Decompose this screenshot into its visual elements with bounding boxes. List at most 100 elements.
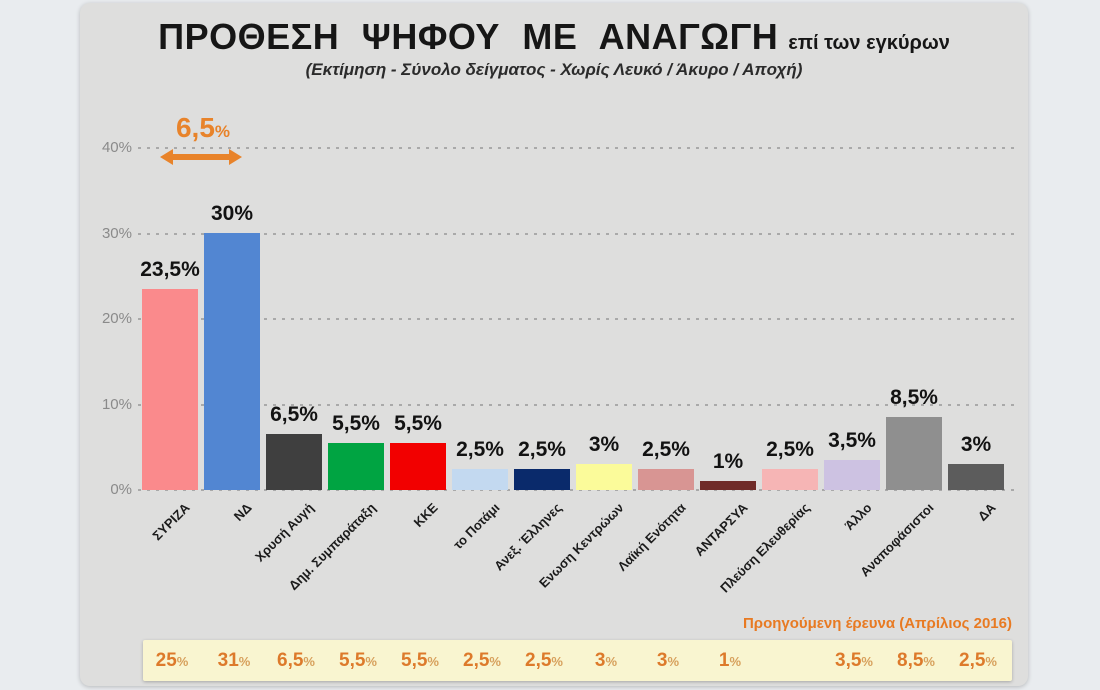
bar-6 <box>514 469 570 490</box>
bar-0 <box>142 289 198 490</box>
gridline-40 <box>138 147 1014 149</box>
prev-number: 25 <box>155 650 177 671</box>
x-label-4: ΚΚΕ <box>410 500 441 531</box>
prev-percent-sign: % <box>729 654 742 669</box>
x-label-0: ΣΥΡΙΖΑ <box>149 500 193 544</box>
prev-value-11: 3,5% <box>812 640 896 681</box>
bar-value-13: 3% <box>960 433 992 456</box>
x-label-8: Λαϊκή Ενότητα <box>614 500 689 575</box>
prev-number: 3 <box>656 650 668 671</box>
previous-survey-strip: 25% 31% 6,5% 5,5% 5,5% 2,5% 2,5% 3% 3% 1% 3,5% 8,5%… <box>143 640 1012 681</box>
bar-13 <box>948 464 1004 490</box>
prev-number: 2,5 <box>463 650 490 671</box>
prev-percent-sign: % <box>303 654 315 669</box>
chart-title: ΠΡΟΘΕΣΗ ΨΗΦΟΥ ΜΕ ΑΝΑΓΩΓΗ επί των εγκύρων <box>80 16 1028 58</box>
x-label-12: Αναποφάσιστοι <box>857 500 937 580</box>
chart-title-main: ΠΡΟΘΕΣΗ ΨΗΦΟΥ ΜΕ ΑΝΑΓΩΓΗ <box>158 16 779 57</box>
prev-number: 31 <box>217 650 239 671</box>
bar-10 <box>762 469 818 490</box>
gap-annotation: 6,5% <box>148 112 258 144</box>
bar-value-1: 30% <box>210 202 254 225</box>
gridline-30 <box>138 232 1014 235</box>
bar-value-12: 8,5% <box>890 386 938 409</box>
bar-value-4: 5,5% <box>394 412 442 435</box>
x-label-13: ΔΑ <box>974 500 999 524</box>
gap-arrow-icon <box>160 149 242 165</box>
bar-value-11: 3,5% <box>828 429 876 452</box>
x-label-1: ΝΔ <box>230 500 255 524</box>
prev-number: 3,5 <box>835 650 862 671</box>
gap-annotation-percent: % <box>214 122 231 141</box>
arrow-shaft <box>169 154 233 160</box>
bar-value-0: 23,5% <box>140 258 200 281</box>
prev-percent-sign: % <box>365 654 377 669</box>
chart-subtitle: (Εκτίμηση - Σύνολο δείγματος - Χωρίς Λευ… <box>305 60 803 79</box>
bar-9 <box>700 481 756 490</box>
y-tick-0: 0% <box>110 481 132 498</box>
prev-value-12: 8,5% <box>874 640 958 681</box>
x-label-9: ΑΝΤΑΡΣΥΑ <box>691 500 751 560</box>
bar-7 <box>576 464 632 490</box>
bar-value-7: 3% <box>588 433 620 456</box>
x-label-2: Χρυσή Αυγή <box>251 500 317 565</box>
y-tick-30: 30% <box>101 224 132 242</box>
prev-value-6: 2,5% <box>502 640 586 681</box>
gridline-20 <box>138 318 1014 320</box>
prev-percent-sign: % <box>667 654 680 669</box>
prev-value-8: 3% <box>626 640 710 681</box>
prev-number: 2,5 <box>525 650 552 671</box>
bar-5 <box>452 469 508 490</box>
bar-value-6: 2,5% <box>518 438 566 461</box>
prev-number: 3 <box>594 650 606 671</box>
prev-percent-sign: % <box>238 654 251 669</box>
bar-value-9: 1% <box>712 450 744 473</box>
prev-percent-sign: % <box>551 654 563 669</box>
gridline-10 <box>138 403 1014 406</box>
prev-value-0: 25% <box>130 640 214 681</box>
prev-value-9: 1% <box>688 640 772 681</box>
bar-12 <box>886 417 942 490</box>
y-tick-40: 40% <box>101 139 132 156</box>
bar-value-5: 2,5% <box>456 438 504 461</box>
x-label-11: Άλλο <box>841 500 875 533</box>
prev-percent-sign: % <box>489 654 501 669</box>
x-label-5: το Ποτάμι <box>450 500 503 553</box>
bar-value-3: 5,5% <box>332 412 380 435</box>
gridline-0 <box>138 489 1014 491</box>
bar-3 <box>328 443 384 490</box>
prev-number: 1 <box>718 650 730 671</box>
gap-annotation-value: 6,5 <box>175 112 215 143</box>
bar-1 <box>204 233 260 490</box>
bar-2 <box>266 434 322 490</box>
bar-value-8: 2,5% <box>642 438 690 461</box>
prev-percent-sign: % <box>427 654 439 669</box>
x-label-7: Ενωση Κεντρώων <box>535 500 627 591</box>
x-label-10: Πλεύση Ελευθερίας <box>717 500 813 596</box>
prev-number: 5,5 <box>401 650 428 671</box>
prev-percent-sign: % <box>861 654 873 669</box>
prev-value-13: 2,5% <box>936 640 1020 681</box>
prev-value-1: 31% <box>192 640 276 681</box>
prev-value-3: 5,5% <box>316 640 400 681</box>
prev-percent-sign: % <box>923 654 935 669</box>
bar-11 <box>824 460 880 490</box>
x-label-3: Δημ. Συμπαράταξη <box>285 500 379 594</box>
bar-value-2: 6,5% <box>270 403 318 426</box>
y-tick-10: 10% <box>101 395 132 413</box>
prev-value-2: 6,5% <box>254 640 338 681</box>
y-tick-20: 20% <box>101 310 132 327</box>
prev-value-5: 2,5% <box>440 640 524 681</box>
prev-number: 8,5 <box>897 650 924 671</box>
bar-4 <box>390 443 446 490</box>
prev-percent-sign: % <box>605 654 618 669</box>
prev-number: 6,5 <box>277 650 304 671</box>
prev-number: 5,5 <box>339 650 366 671</box>
x-label-6: Ανεξ. Έλληνες <box>491 500 565 574</box>
arrow-left-head <box>160 149 173 165</box>
prev-value-7: 3% <box>564 640 648 681</box>
chart-title-suffix: επί των εγκύρων <box>788 32 950 54</box>
bar-value-10: 2,5% <box>766 438 814 461</box>
arrow-right-head <box>229 149 242 165</box>
